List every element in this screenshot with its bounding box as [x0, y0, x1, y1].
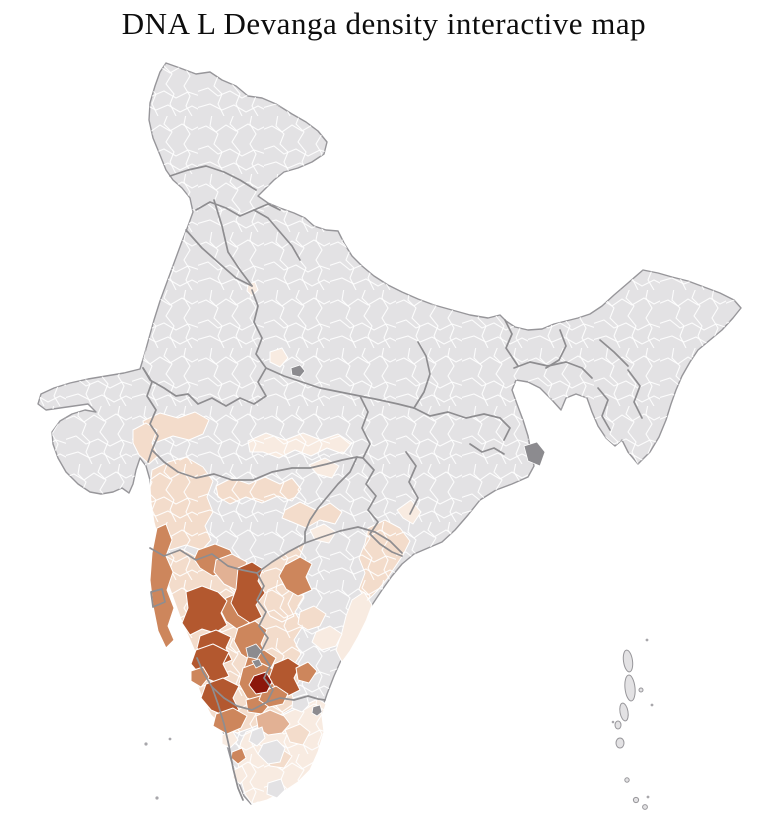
district-region[interactable] [149, 523, 175, 649]
island[interactable] [144, 742, 148, 746]
andaman-nicobar-islands[interactable] [611, 638, 654, 810]
island[interactable] [611, 720, 615, 724]
page-title: DNA L Devanga density interactive map [121, 6, 647, 41]
district-region[interactable] [266, 778, 286, 799]
island[interactable] [615, 737, 625, 749]
district-region[interactable] [248, 726, 266, 747]
island[interactable] [642, 804, 648, 810]
urban-district[interactable] [251, 658, 263, 669]
lakshadweep-islands[interactable] [144, 737, 172, 800]
district-region[interactable] [284, 723, 311, 746]
district-region[interactable] [181, 585, 228, 636]
sundarbans-delta[interactable] [523, 441, 546, 467]
island[interactable] [168, 737, 172, 741]
state-boundaries [142, 165, 643, 801]
district-region[interactable] [311, 625, 343, 651]
island[interactable] [614, 720, 622, 730]
district-region[interactable] [269, 347, 289, 368]
district-region[interactable] [281, 501, 343, 529]
high-density-districts[interactable] [149, 523, 318, 769]
district-region[interactable] [396, 499, 422, 525]
no-data-patches[interactable] [245, 364, 546, 799]
island[interactable] [155, 796, 159, 800]
urban-district[interactable] [245, 643, 263, 660]
island[interactable] [618, 702, 629, 722]
district-region[interactable] [200, 677, 240, 717]
island[interactable] [638, 687, 644, 693]
district-region[interactable] [335, 591, 373, 663]
urban-district[interactable] [290, 364, 306, 378]
island[interactable] [624, 674, 637, 702]
district-region[interactable] [278, 556, 313, 597]
district-region[interactable] [257, 739, 286, 765]
island[interactable] [632, 796, 640, 804]
island[interactable] [622, 649, 634, 673]
island[interactable] [624, 777, 630, 783]
island[interactable] [650, 703, 654, 707]
district-region[interactable] [295, 661, 318, 684]
island[interactable] [646, 795, 650, 799]
district-region[interactable] [230, 561, 266, 624]
island[interactable] [645, 638, 649, 642]
district-region-highest-density[interactable] [248, 671, 273, 695]
urban-district[interactable] [311, 704, 323, 717]
